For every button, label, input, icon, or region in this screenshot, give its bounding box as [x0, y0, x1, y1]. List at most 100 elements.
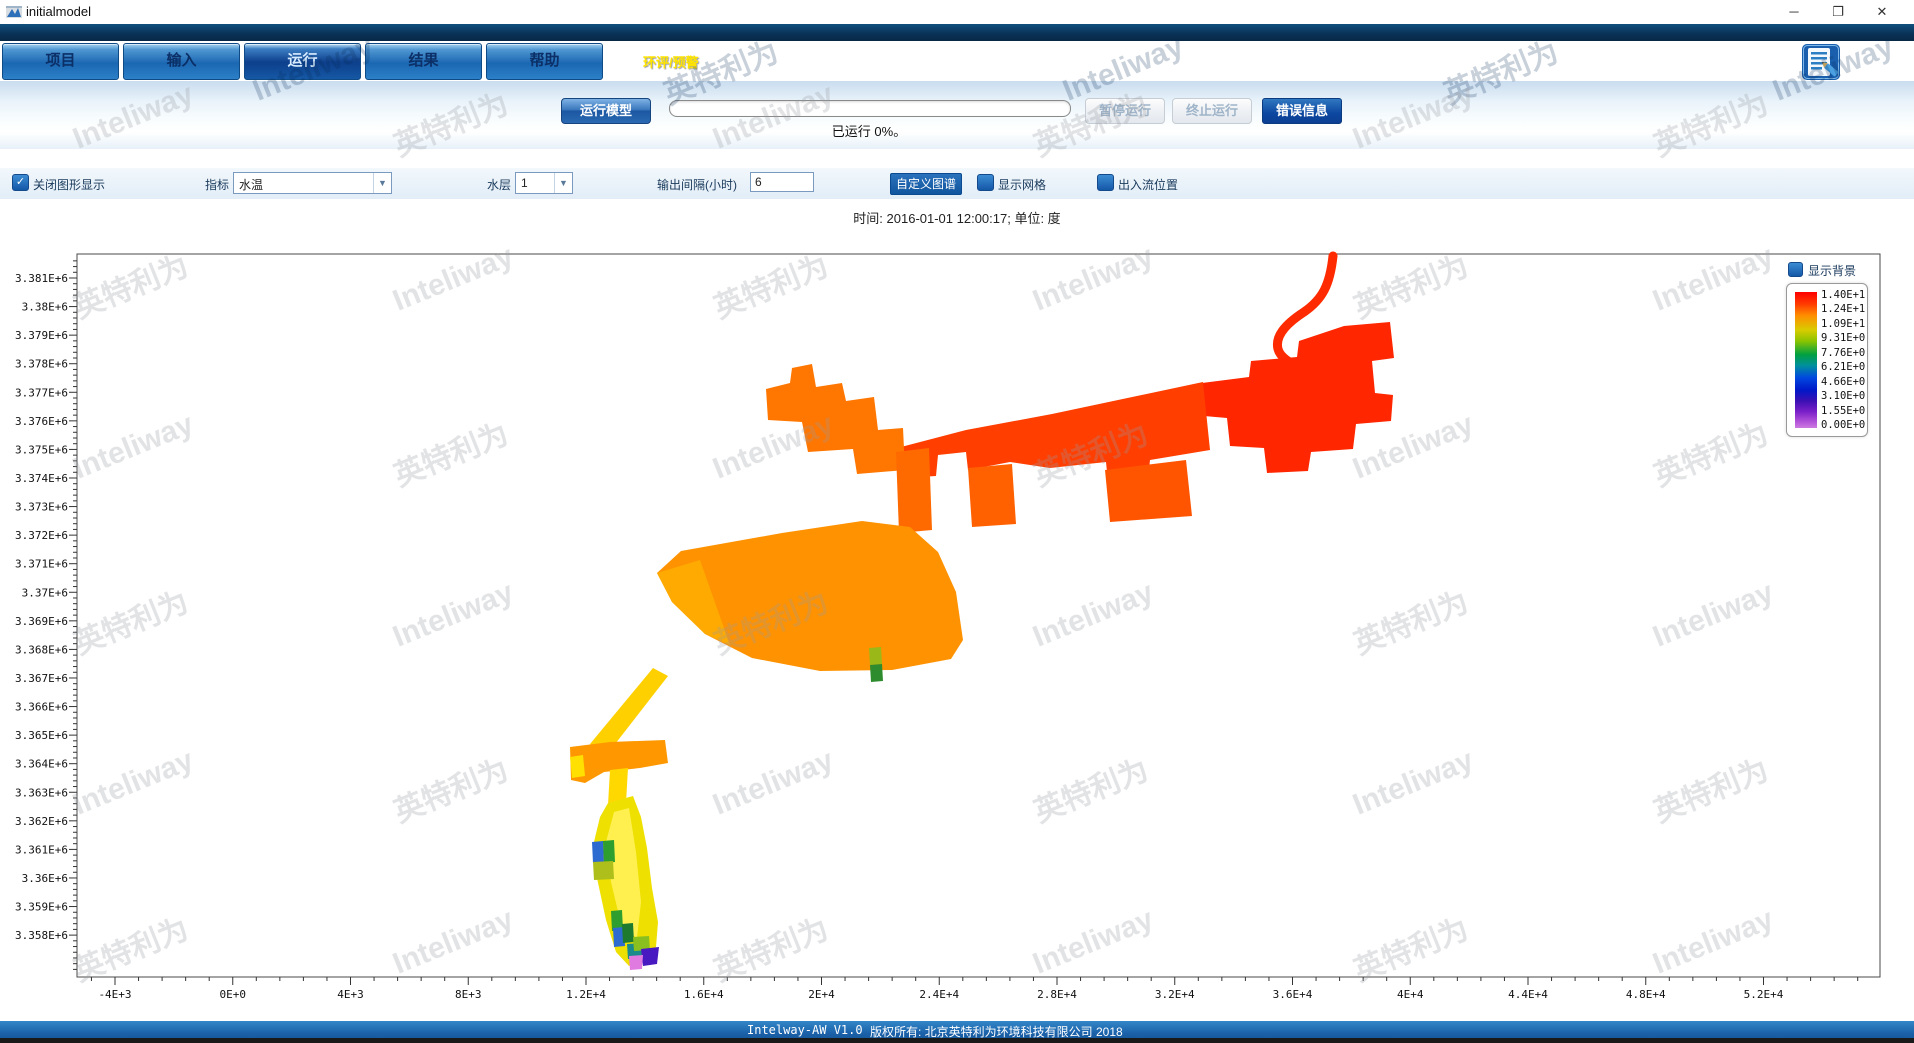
screen-bottom-edge	[0, 1038, 1914, 1043]
map-region	[896, 448, 932, 533]
realtime-section-bar: 实时显示	[0, 149, 1914, 168]
map-region	[968, 464, 1016, 527]
map-region	[1202, 322, 1394, 473]
close-button[interactable]: ✕	[1876, 4, 1888, 19]
map-region	[608, 768, 628, 805]
x-tick-label: 5.2E+4	[1744, 988, 1784, 1001]
x-tick-label: 4.4E+4	[1508, 988, 1548, 1001]
legend-value: 0.00E+0	[1821, 418, 1866, 431]
map-region	[606, 808, 641, 938]
tab-envwarning[interactable]: 环评/预警	[643, 55, 699, 70]
map-region	[570, 755, 585, 778]
y-tick-label: 3.38E+6	[22, 301, 68, 314]
inout-flow-checkbox[interactable]	[1097, 174, 1114, 191]
y-tick-label: 3.36E+6	[22, 872, 68, 885]
restore-button[interactable]: ❐	[1832, 4, 1844, 19]
y-tick-label: 3.377E+6	[15, 386, 68, 399]
indicator-value: 水温	[239, 178, 264, 192]
y-tick-label: 3.365E+6	[15, 729, 68, 742]
y-tick-label: 3.376E+6	[15, 415, 68, 428]
notepad-icon[interactable]	[1802, 44, 1840, 80]
tab-run[interactable]: 运行	[244, 43, 361, 80]
copyright-text: 版权所有: 北京英特利为环境科技有限公司 2018	[870, 1025, 1123, 1039]
pause-run-button[interactable]: 暂停运行	[1085, 98, 1165, 124]
y-tick-label: 3.361E+6	[15, 843, 68, 856]
tab-help[interactable]: 帮助	[486, 43, 603, 80]
y-tick-label: 3.367E+6	[15, 672, 68, 685]
interval-label: 输出间隔(小时)	[657, 178, 737, 192]
map-region	[901, 382, 1210, 482]
close-graph-checkbox[interactable]: ✓	[12, 174, 29, 191]
y-tick-label: 3.362E+6	[15, 815, 68, 828]
show-background-checkbox[interactable]	[1788, 262, 1803, 277]
ribbon-dark-strip	[0, 24, 1914, 41]
tab-input[interactable]: 输入	[123, 43, 240, 80]
x-tick-label: 2.8E+4	[1037, 988, 1077, 1001]
show-grid-label: 显示网格	[998, 178, 1047, 192]
interval-input[interactable]	[750, 172, 814, 192]
map-region	[593, 861, 614, 880]
x-tick-label: 3.6E+4	[1273, 988, 1313, 1001]
map-region	[590, 668, 668, 756]
map-region	[629, 955, 643, 970]
y-tick-label: 3.368E+6	[15, 643, 68, 656]
y-tick-label: 3.372E+6	[15, 529, 68, 542]
show-background-label: 显示背景	[1808, 264, 1857, 278]
tab-project[interactable]: 项目	[2, 43, 119, 80]
stop-run-button[interactable]: 终止运行	[1172, 98, 1252, 124]
legend-value: 1.09E+1	[1821, 317, 1866, 330]
chevron-down-icon: ▼	[373, 173, 391, 193]
legend-value: 7.76E+0	[1821, 346, 1866, 359]
error-info-button[interactable]: 错误信息	[1262, 98, 1342, 124]
app-version: Intelway-AW V1.0	[747, 1023, 863, 1037]
y-tick-label: 3.374E+6	[15, 472, 68, 485]
plot-border	[76, 253, 1881, 978]
time-caption: 时间: 2016-01-01 12:00:17; 单位: 度	[853, 211, 1061, 226]
map-region	[657, 521, 963, 671]
legend-colorbar	[1795, 292, 1817, 428]
tab-result[interactable]: 结果	[365, 43, 482, 80]
layer-dropdown[interactable]: 1 ▼	[515, 172, 573, 194]
run-toolbar: 运行模型 已运行 0%。 暂停运行 终止运行 错误信息	[0, 81, 1914, 149]
progress-text: 已运行 0%。	[831, 124, 907, 139]
close-graph-label: 关闭图形显示	[33, 178, 106, 192]
chevron-down-icon: ▼	[554, 173, 572, 193]
y-tick-label: 3.373E+6	[15, 501, 68, 514]
x-tick-label: 3.2E+4	[1155, 988, 1195, 1001]
window-title: initialmodel	[26, 4, 92, 19]
map-region	[869, 647, 882, 665]
y-tick-label: 3.369E+6	[15, 615, 68, 628]
show-grid-checkbox[interactable]	[977, 174, 994, 191]
custom-map-button[interactable]: 自定义图谱	[890, 173, 962, 195]
legend-area: 显示背景 1.40E+1 1.24E+1 1.09E+1 9.31E+0 7.76E+0…	[1786, 261, 1868, 437]
layer-value: 1	[521, 176, 528, 190]
map-region	[613, 927, 625, 947]
x-tick-label: -4E+3	[98, 988, 131, 1001]
map-region	[603, 840, 615, 863]
y-tick-label: 3.364E+6	[15, 758, 68, 771]
y-tick-label: 3.358E+6	[15, 929, 68, 942]
indicator-label: 指标	[205, 178, 230, 192]
titlebar: initialmodel ─ ❐ ✕	[0, 0, 1914, 24]
statusbar: Intelway-AW V1.0 版权所有: 北京英特利为环境科技有限公司 20…	[0, 1021, 1914, 1039]
map-region	[622, 923, 634, 943]
y-tick-label: 3.378E+6	[15, 358, 68, 371]
legend-value: 1.24E+1	[1821, 303, 1866, 316]
y-tick-label: 3.379E+6	[15, 329, 68, 342]
y-tick-label: 3.366E+6	[15, 701, 68, 714]
indicator-dropdown[interactable]: 水温 ▼	[233, 172, 392, 194]
y-tick-label: 3.375E+6	[15, 443, 68, 456]
x-tick-label: 2.4E+4	[919, 988, 959, 1001]
legend-value: 9.31E+0	[1821, 332, 1866, 345]
run-model-button[interactable]: 运行模型	[561, 98, 651, 124]
map-region	[870, 664, 883, 682]
legend-value: 4.66E+0	[1821, 375, 1866, 388]
map-region	[641, 947, 659, 966]
map-region	[1105, 460, 1192, 522]
x-tick-label: 0E+0	[220, 988, 247, 1001]
x-tick-label: 1.6E+4	[684, 988, 724, 1001]
realtime-section-title: 实时显示	[8, 153, 57, 167]
minimize-button[interactable]: ─	[1789, 4, 1799, 19]
